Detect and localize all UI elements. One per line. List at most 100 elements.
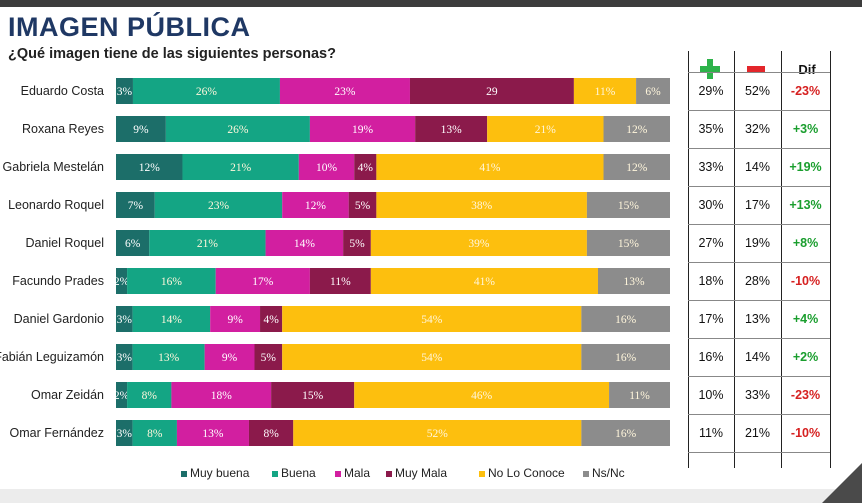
bar-segment (609, 382, 670, 408)
data-label: 10% (316, 162, 338, 174)
data-label: 14% (161, 314, 183, 326)
table-cell-plus: 35% (698, 122, 724, 136)
table-cell-minus: 13% (744, 312, 771, 326)
table-row-divider (688, 186, 830, 187)
bar-segment (116, 268, 128, 294)
legend-swatch (272, 471, 278, 477)
bar-segment (116, 420, 133, 446)
category-label: Roxana Reyes (22, 122, 104, 136)
page-subtitle: ¿Qué imagen tiene de las siguientes pers… (8, 46, 336, 62)
data-label: 39% (468, 238, 490, 250)
legend-swatch (335, 471, 341, 477)
bar-segment (171, 382, 272, 408)
bar-segment (116, 382, 128, 408)
table-cell-plus: 18% (698, 274, 724, 288)
plus-icon (700, 59, 720, 79)
table-cell-plus: 33% (698, 160, 724, 174)
data-label: 8% (142, 390, 158, 402)
data-label: 12% (626, 124, 648, 136)
data-label: 4% (358, 162, 374, 174)
table-row-divider (688, 110, 830, 111)
category-label: Gabriela Mestelán (3, 160, 104, 174)
bar-segment (260, 306, 283, 332)
legend-swatch (386, 471, 392, 477)
bar-segment (597, 268, 670, 294)
data-label: 15% (618, 238, 640, 250)
table-cell-dif: -10% (790, 426, 821, 440)
data-label: 16% (615, 352, 637, 364)
data-label: 41% (479, 162, 501, 174)
data-label: 23% (208, 200, 230, 212)
data-label: 23% (334, 86, 356, 98)
bar-segment (487, 116, 604, 142)
table-cell-plus: 16% (698, 350, 724, 364)
table-column-divider (781, 51, 782, 468)
bar-segment (132, 78, 280, 104)
data-label: 11% (330, 276, 351, 288)
bar-segment (154, 192, 283, 218)
top-border-bar (0, 0, 862, 7)
data-label: 16% (161, 276, 183, 288)
legend-label: Muy buena (190, 466, 250, 480)
bar-segment (116, 116, 166, 142)
table-column-divider (688, 51, 689, 468)
data-label: 21% (197, 238, 219, 250)
data-label: 5% (355, 200, 371, 212)
data-label: 14% (294, 238, 316, 250)
table-cell-minus: 33% (744, 388, 771, 402)
legend-swatch (479, 471, 485, 477)
category-label: Eduardo Costa (21, 84, 104, 98)
bar-segment (370, 268, 598, 294)
data-label: 3% (117, 428, 133, 440)
bar-segment (127, 382, 172, 408)
legend-label: Muy Mala (395, 466, 447, 480)
table-cell-plus: 10% (698, 388, 724, 402)
category-label: Leonardo Roquel (8, 198, 104, 212)
category-label: Daniel Gardonio (14, 312, 104, 326)
data-label: 17% (252, 276, 274, 288)
bar-segment (409, 78, 574, 104)
data-label: 54% (421, 352, 443, 364)
data-label: 3% (117, 352, 133, 364)
data-label: 29 (486, 86, 498, 98)
bottom-border-bar (0, 489, 862, 503)
bar-segment (271, 382, 355, 408)
page-title: IMAGEN PÚBLICA (8, 12, 251, 42)
data-label: 13% (202, 428, 224, 440)
bar-segment (603, 154, 670, 180)
data-label: 15% (618, 200, 640, 212)
bar-segment (354, 382, 610, 408)
table-cell-minus: 14% (744, 350, 771, 364)
table-cell-dif: +2% (792, 350, 819, 364)
bar-segment (298, 154, 355, 180)
bar-segment (210, 306, 261, 332)
category-label: Omar Zeidán (31, 388, 104, 402)
bar-segment (116, 230, 150, 256)
legend-label: Ns/Nc (592, 466, 625, 480)
bar-segment (132, 344, 205, 370)
bar-segment (376, 192, 587, 218)
bar-segment (586, 230, 670, 256)
table-row-divider (688, 376, 830, 377)
table-cell-minus: 52% (744, 84, 771, 98)
data-label: 16% (615, 314, 637, 326)
table-cell-dif: -23% (790, 388, 821, 402)
data-label: 21% (535, 124, 557, 136)
legend-swatch (181, 471, 187, 477)
data-label: 9% (222, 352, 238, 364)
data-label: 2% (114, 276, 130, 288)
data-label: 52% (427, 428, 449, 440)
table-cell-minus: 17% (744, 198, 771, 212)
bar-segment (116, 78, 133, 104)
table-row-divider (688, 300, 830, 301)
data-label: 11% (629, 390, 650, 402)
bar-segment (116, 344, 133, 370)
data-label: 54% (421, 314, 443, 326)
data-label: 9% (133, 124, 149, 136)
table-cell-dif: -10% (790, 274, 821, 288)
bar-segment (586, 192, 670, 218)
bar-segment (415, 116, 488, 142)
data-label: 9% (227, 314, 243, 326)
data-label: 5% (349, 238, 365, 250)
bar-segment (149, 230, 266, 256)
